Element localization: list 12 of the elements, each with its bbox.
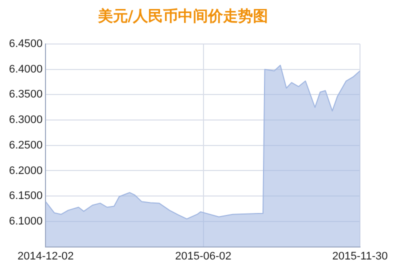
y-tick-label: 6.2500: [8, 139, 43, 152]
chart-title: 美元/人民币中间价走势图: [96, 6, 268, 25]
y-tick-label: 6.3000: [8, 114, 43, 126]
x-tick-label: 2015-06-02: [175, 250, 232, 262]
x-tick-label: 2014-12-02: [18, 250, 74, 262]
y-tick-label: 6.1500: [8, 190, 43, 202]
y-tick-label: 6.2000: [8, 164, 43, 177]
y-tick-label: 6.1000: [8, 215, 43, 228]
x-tick-label: 2015-11-30: [332, 250, 388, 262]
y-tick-label: 6.4000: [8, 63, 43, 76]
y-tick-label: 6.3500: [8, 88, 43, 101]
y-tick-label: 6.4500: [8, 38, 43, 50]
